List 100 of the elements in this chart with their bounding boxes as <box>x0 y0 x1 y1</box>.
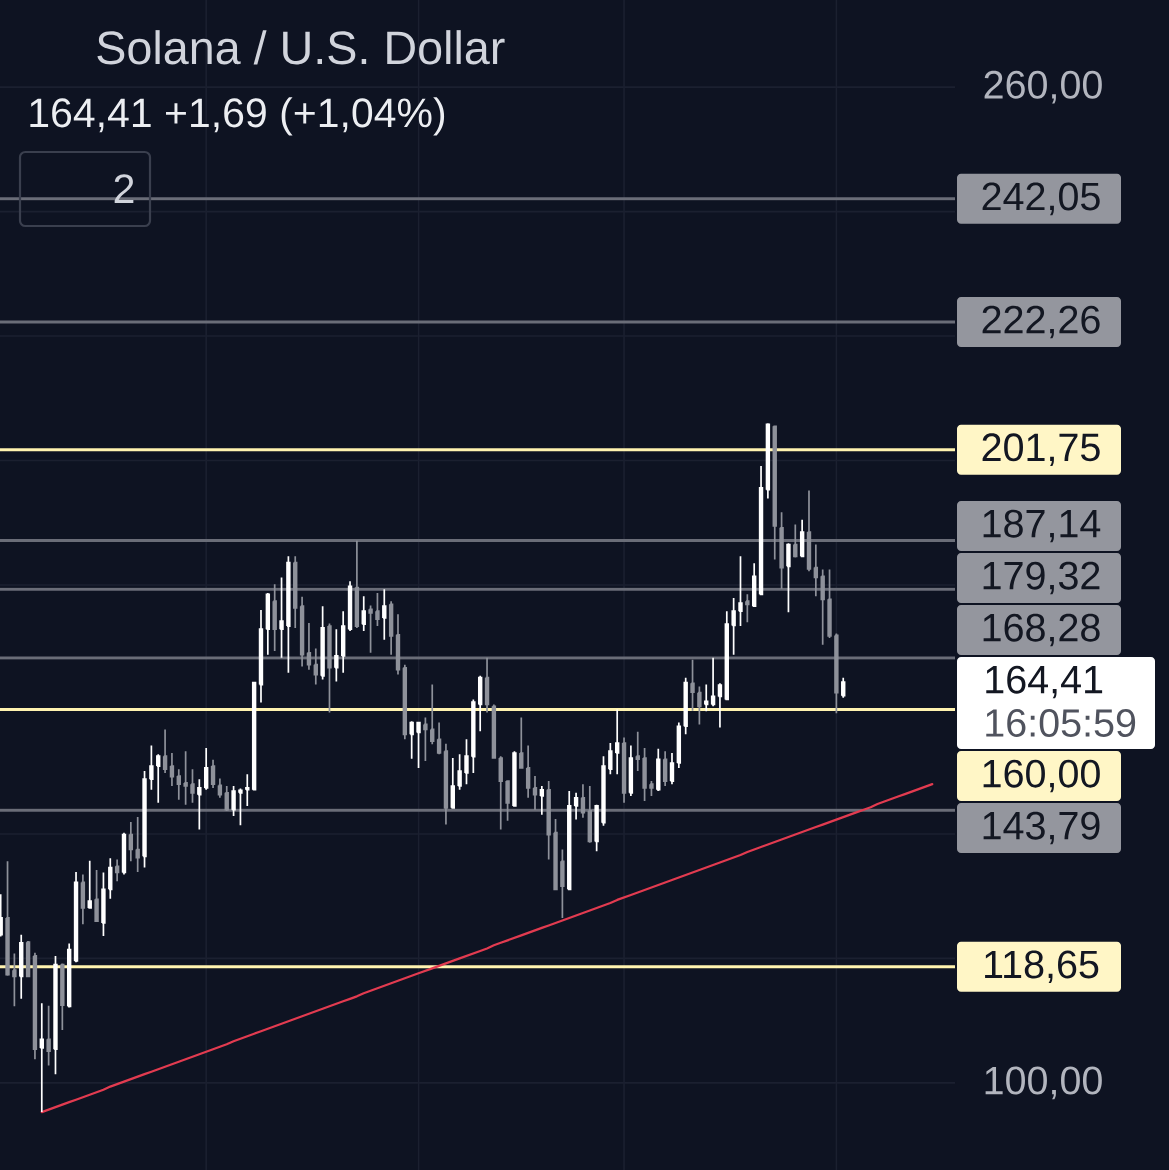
candlestick <box>272 583 277 652</box>
candlestick <box>60 962 65 1031</box>
candlestick <box>375 592 380 627</box>
candlestick <box>39 1002 44 1113</box>
candlestick <box>423 716 428 762</box>
ref-line-label: 118,65 <box>985 950 1099 984</box>
candlestick <box>519 716 524 770</box>
candlestick <box>197 778 202 831</box>
candlestick <box>793 523 798 559</box>
candlestick <box>19 933 24 1000</box>
candlestick <box>416 721 421 769</box>
candlestick <box>464 738 469 785</box>
candlestick <box>320 605 325 681</box>
candlestick <box>382 588 387 641</box>
candlestick <box>409 720 414 760</box>
candlestick <box>135 816 140 873</box>
candlestick <box>710 656 716 708</box>
candlestick <box>327 622 332 714</box>
candlestick <box>190 768 195 804</box>
candlestick <box>279 576 284 659</box>
candlestick <box>388 600 394 656</box>
candlestick <box>114 858 120 883</box>
candlestick <box>471 698 476 774</box>
candlestick <box>286 555 291 674</box>
ref-line-label: 187,14 <box>983 509 1101 543</box>
candlestick <box>203 747 209 791</box>
candlestick <box>450 757 455 810</box>
text: 164,41 <box>986 665 1103 699</box>
candlestick <box>94 869 99 923</box>
candlestick <box>594 803 599 853</box>
candlestick <box>457 753 462 791</box>
candlestick <box>560 848 565 919</box>
candlestick <box>156 753 161 804</box>
ref-line-label: 201,75 <box>982 433 1100 466</box>
candlestick <box>368 604 373 654</box>
candlestick <box>614 708 620 776</box>
candlestick <box>573 792 579 821</box>
candlestick <box>662 750 668 787</box>
candlestick <box>532 775 538 811</box>
candlestick <box>231 785 236 817</box>
candlestick <box>525 744 531 799</box>
candlestick <box>80 873 86 926</box>
candlestick <box>162 728 168 774</box>
ref-line-label: 242,05 <box>982 182 1100 216</box>
candlestick <box>505 779 510 822</box>
candlestick <box>649 780 654 797</box>
candlestick <box>217 777 223 799</box>
candlestick <box>183 750 188 806</box>
candlestick <box>738 555 743 627</box>
candlestick <box>601 755 606 827</box>
candlestick <box>238 787 243 827</box>
candlestick <box>265 592 271 656</box>
candlestick <box>546 780 551 861</box>
candlestick <box>313 647 318 686</box>
candlestick <box>245 773 250 807</box>
candlestick <box>258 609 264 704</box>
candlestick <box>806 489 812 573</box>
candlestick <box>745 593 750 624</box>
candlestick <box>690 658 695 712</box>
ref-line-label: 168,28 <box>983 613 1100 647</box>
candlestick <box>12 952 17 1008</box>
candlestick <box>580 783 586 819</box>
candlestick <box>587 785 592 844</box>
candlestick <box>395 613 401 676</box>
candlestick <box>128 821 134 863</box>
candlestick <box>306 622 312 671</box>
candlestick <box>731 597 736 656</box>
candlestick <box>834 632 839 715</box>
candlestick <box>53 955 58 1075</box>
candlestick <box>539 785 545 816</box>
ref-line-label: 143,79 <box>983 811 1100 845</box>
candlestick <box>704 683 709 713</box>
annotation: 2 <box>114 174 134 203</box>
candlestick <box>813 543 819 598</box>
candlestick <box>176 768 181 801</box>
candlestick <box>642 747 647 802</box>
candlestick <box>5 860 10 977</box>
candlestick <box>553 818 558 891</box>
y-tick-label: 100,00 <box>985 1066 1102 1100</box>
candlestick <box>779 511 784 590</box>
text: Solana / U.S. Dollar <box>97 30 505 65</box>
candlestick <box>334 628 339 683</box>
text: 16:05:59 <box>986 709 1136 737</box>
candlestick <box>0 893 3 938</box>
candlestick <box>683 676 688 736</box>
candlestick <box>512 750 517 808</box>
ref-line-label: 179,32 <box>983 561 1100 595</box>
candlestick <box>635 731 640 772</box>
candlestick <box>430 683 435 746</box>
candlestick <box>87 859 92 910</box>
y-tick-label: 260,00 <box>984 70 1102 104</box>
candlestick <box>436 721 442 756</box>
text: 164,41 +1,69 (+1,04%) <box>30 97 445 136</box>
candlestick <box>169 752 175 787</box>
ref-line-label: 160,00 <box>983 759 1100 793</box>
candlestick <box>340 610 346 674</box>
candlestick <box>697 685 702 726</box>
candlestick <box>608 742 613 776</box>
candlestick <box>786 542 791 614</box>
candlestick <box>827 568 832 639</box>
